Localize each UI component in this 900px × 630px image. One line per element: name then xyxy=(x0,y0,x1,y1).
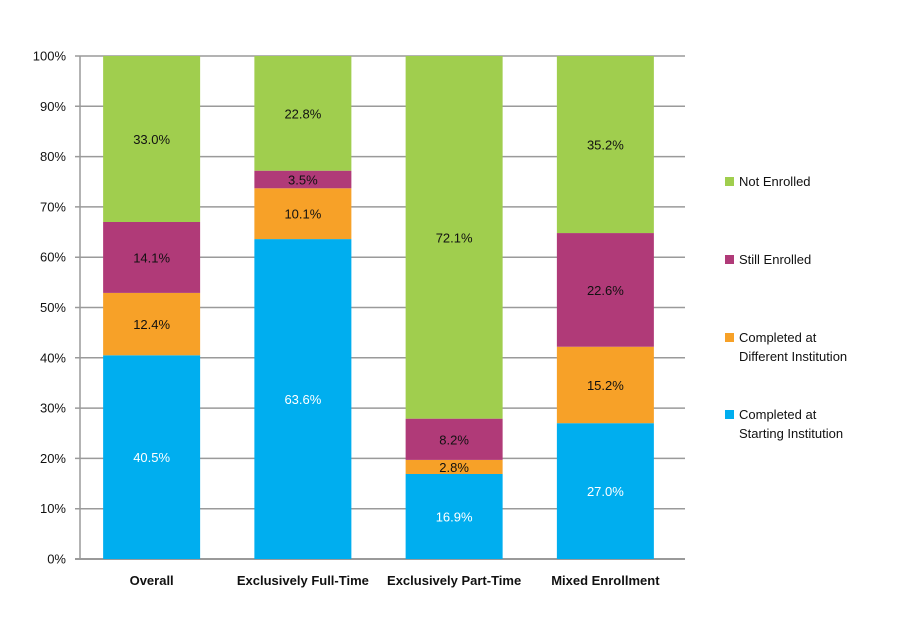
y-tick-label: 60% xyxy=(40,250,66,265)
bar-segment xyxy=(254,188,352,240)
legend-label: Completed at xyxy=(739,407,817,422)
bar-segment xyxy=(254,56,352,171)
data-label: 14.1% xyxy=(133,250,170,265)
legend-marker xyxy=(725,255,734,264)
y-tick-label: 10% xyxy=(40,501,66,516)
legend-marker xyxy=(725,333,734,342)
category-label: Overall xyxy=(130,573,174,588)
y-tick-label: 70% xyxy=(40,199,66,214)
data-label: 22.8% xyxy=(284,106,321,121)
data-label: 10.1% xyxy=(284,207,321,222)
bar-segment xyxy=(254,239,352,560)
bar-segment xyxy=(405,418,503,460)
y-tick-label: 80% xyxy=(40,149,66,164)
legend-label: Completed at xyxy=(739,330,817,345)
data-label: 8.2% xyxy=(439,432,469,447)
bar-segment xyxy=(556,423,654,559)
bar-segment xyxy=(556,233,654,347)
bar-segment xyxy=(405,459,503,474)
data-label: 27.0% xyxy=(587,484,624,499)
bar-segment xyxy=(103,355,201,559)
data-label: 12.4% xyxy=(133,317,170,332)
legend-marker xyxy=(725,410,734,419)
data-label: 40.5% xyxy=(133,450,170,465)
data-label: 2.8% xyxy=(439,460,469,475)
category-label: Mixed Enrollment xyxy=(551,573,660,588)
legend-marker xyxy=(725,177,734,186)
data-label: 22.6% xyxy=(587,283,624,298)
y-tick-label: 40% xyxy=(40,350,66,365)
data-label: 15.2% xyxy=(587,378,624,393)
y-tick-label: 30% xyxy=(40,401,66,416)
legend-label: Different Institution xyxy=(739,349,847,364)
y-tick-label: 50% xyxy=(40,300,66,315)
legend-label: Still Enrolled xyxy=(739,252,811,267)
bar-segment xyxy=(405,56,503,419)
bar-segment xyxy=(254,170,352,189)
y-tick-label: 90% xyxy=(40,99,66,114)
y-tick-label: 0% xyxy=(47,552,66,567)
bar-segment xyxy=(103,221,201,293)
category-label: Exclusively Full-Time xyxy=(237,573,369,588)
data-label: 72.1% xyxy=(436,230,473,245)
data-label: 3.5% xyxy=(288,172,318,187)
bar-segment xyxy=(103,292,201,356)
data-label: 16.9% xyxy=(436,509,473,524)
category-label: Exclusively Part-Time xyxy=(387,573,521,588)
y-tick-label: 100% xyxy=(33,49,67,64)
data-label: 35.2% xyxy=(587,138,624,153)
y-tick-label: 20% xyxy=(40,451,66,466)
bar-segment xyxy=(556,56,654,234)
legend-label: Not Enrolled xyxy=(739,174,811,189)
bar-segment xyxy=(556,346,654,424)
data-label: 33.0% xyxy=(133,132,170,147)
bar-segment xyxy=(405,473,503,559)
legend-label: Starting Institution xyxy=(739,426,843,441)
bar-segment xyxy=(103,56,201,222)
data-label: 63.6% xyxy=(284,392,321,407)
